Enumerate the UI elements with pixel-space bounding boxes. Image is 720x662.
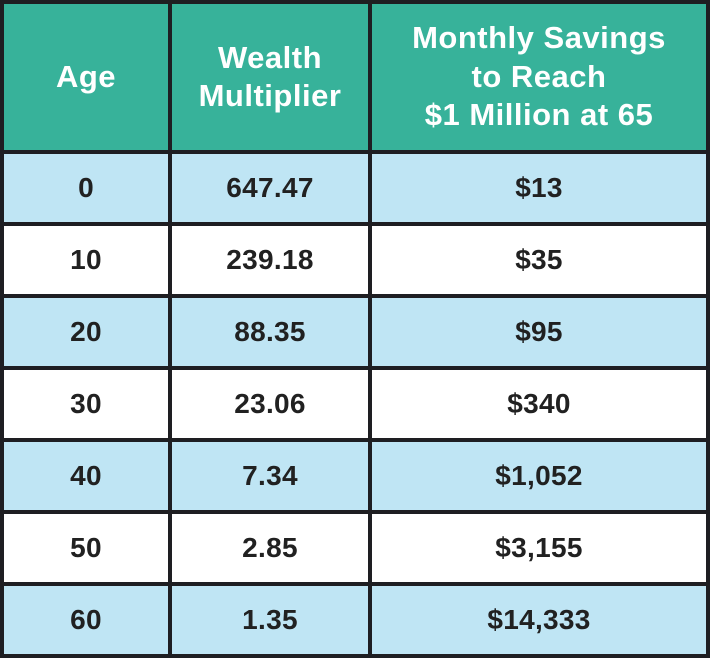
multiplier-cell: 1.35 xyxy=(172,586,368,654)
age-cell: 50 xyxy=(4,514,168,582)
multiplier-cell: 7.34 xyxy=(172,442,368,510)
age-cell: 0 xyxy=(4,154,168,222)
age-cell: 10 xyxy=(4,226,168,294)
savings-cell: $35 xyxy=(372,226,706,294)
savings-cell: $13 xyxy=(372,154,706,222)
age-cell: 20 xyxy=(4,298,168,366)
savings-cell: $95 xyxy=(372,298,706,366)
multiplier-cell: 2.85 xyxy=(172,514,368,582)
multiplier-cell: 23.06 xyxy=(172,370,368,438)
savings-cell: $1,052 xyxy=(372,442,706,510)
multiplier-cell: 88.35 xyxy=(172,298,368,366)
header-age: Age xyxy=(4,4,168,150)
savings-cell: $340 xyxy=(372,370,706,438)
multiplier-cell: 239.18 xyxy=(172,226,368,294)
savings-cell: $3,155 xyxy=(372,514,706,582)
header-monthly-savings: Monthly Savings to Reach $1 Million at 6… xyxy=(372,4,706,150)
age-cell: 30 xyxy=(4,370,168,438)
multiplier-cell: 647.47 xyxy=(172,154,368,222)
savings-cell: $14,333 xyxy=(372,586,706,654)
age-cell: 60 xyxy=(4,586,168,654)
age-cell: 40 xyxy=(4,442,168,510)
header-wealth-multiplier: Wealth Multiplier xyxy=(172,4,368,150)
